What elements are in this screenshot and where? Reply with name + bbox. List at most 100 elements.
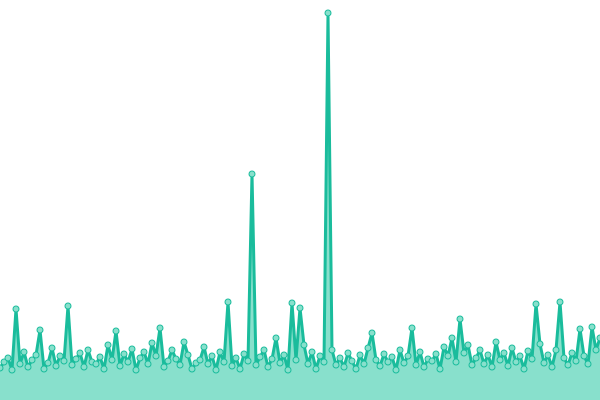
data-point — [588, 323, 596, 331]
data-point — [492, 338, 500, 346]
data-point — [440, 343, 448, 351]
data-point — [48, 344, 56, 352]
data-point — [288, 299, 296, 307]
data-point — [524, 347, 532, 355]
data-markers — [0, 9, 600, 374]
data-point — [104, 341, 112, 349]
data-point — [152, 352, 160, 360]
data-point — [52, 362, 60, 370]
data-point — [564, 361, 572, 369]
data-point — [412, 361, 420, 369]
data-point — [220, 358, 228, 366]
data-point — [480, 360, 488, 368]
data-point — [44, 359, 52, 367]
data-point — [468, 361, 476, 369]
data-point — [144, 360, 152, 368]
data-point — [284, 366, 292, 374]
data-point — [364, 344, 372, 352]
data-point — [92, 360, 100, 368]
data-point — [464, 341, 472, 349]
data-point — [260, 346, 268, 354]
data-point — [36, 326, 44, 334]
data-point — [460, 349, 468, 357]
data-point — [160, 363, 168, 371]
data-point — [16, 360, 24, 368]
data-point — [264, 363, 272, 371]
data-point — [368, 329, 376, 337]
data-point — [120, 350, 128, 358]
data-point — [560, 354, 568, 362]
data-point — [132, 366, 140, 374]
data-point — [312, 365, 320, 373]
data-point — [72, 355, 80, 363]
data-point — [156, 324, 164, 332]
data-point — [204, 360, 212, 368]
data-point — [512, 358, 520, 366]
data-point — [456, 315, 464, 323]
data-point — [504, 362, 512, 370]
data-point — [8, 366, 16, 374]
data-point — [168, 346, 176, 354]
data-point — [28, 356, 36, 364]
data-point — [96, 353, 104, 361]
data-point — [548, 363, 556, 371]
data-point — [248, 170, 256, 178]
data-point — [232, 354, 240, 362]
data-point — [40, 365, 48, 373]
data-point — [336, 354, 344, 362]
data-point — [420, 363, 428, 371]
data-point — [84, 346, 92, 354]
data-point — [400, 359, 408, 367]
data-point — [392, 366, 400, 374]
data-point — [444, 352, 452, 360]
data-point — [200, 343, 208, 351]
data-point — [236, 365, 244, 373]
data-point — [212, 366, 220, 374]
area-fill — [0, 13, 600, 400]
data-point — [360, 360, 368, 368]
data-point — [100, 365, 108, 373]
data-point — [568, 349, 576, 357]
data-point — [520, 365, 528, 373]
data-point — [296, 304, 304, 312]
data-point — [256, 353, 264, 361]
data-point — [224, 298, 232, 306]
data-point — [380, 350, 388, 358]
data-point — [344, 349, 352, 357]
data-point — [292, 356, 300, 364]
data-point — [508, 344, 516, 352]
data-point — [188, 365, 196, 373]
data-point — [60, 357, 68, 365]
series-line — [0, 11, 600, 372]
data-point — [304, 360, 312, 368]
data-point — [528, 355, 536, 363]
data-point — [116, 362, 124, 370]
data-point — [376, 362, 384, 370]
data-point — [384, 358, 392, 366]
data-point — [4, 354, 12, 362]
data-point — [352, 365, 360, 373]
data-point — [552, 346, 560, 354]
data-point — [416, 348, 424, 356]
data-point — [184, 351, 192, 359]
data-point — [432, 350, 440, 358]
data-point — [0, 358, 8, 366]
data-point — [328, 346, 336, 354]
data-point — [452, 358, 460, 366]
data-point — [20, 348, 28, 356]
data-point — [320, 358, 328, 366]
data-point — [516, 352, 524, 360]
data-point — [208, 352, 216, 360]
data-point — [448, 334, 456, 342]
data-point — [572, 357, 580, 365]
data-point — [80, 363, 88, 371]
data-point — [240, 350, 248, 358]
data-point — [404, 352, 412, 360]
data-point — [280, 351, 288, 359]
data-point — [356, 351, 364, 359]
data-point — [244, 357, 252, 365]
data-point — [544, 351, 552, 359]
data-point — [148, 339, 156, 347]
data-point — [216, 348, 224, 356]
